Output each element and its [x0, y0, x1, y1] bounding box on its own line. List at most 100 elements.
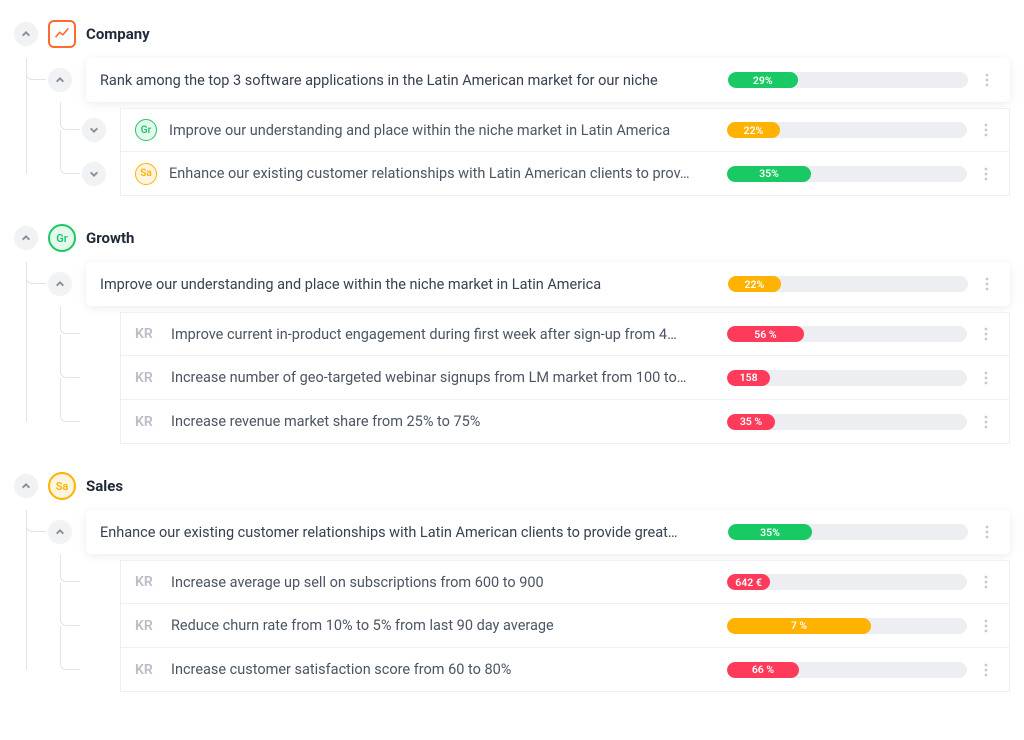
row-title: Improve our understanding and place with…	[100, 276, 716, 293]
row-title: Enhance our existing customer relationsh…	[100, 524, 716, 541]
team-icon-sales: Sa	[48, 472, 76, 500]
objective-row[interactable]: SaEnhance our existing customer relation…	[14, 152, 1010, 196]
objective-row[interactable]: Gr Improve our understanding and place wi…	[14, 108, 1010, 152]
row-collapse-button[interactable]	[48, 272, 72, 296]
row-title: Rank among the top 3 software applicatio…	[100, 72, 716, 89]
kr-label: KR	[135, 370, 159, 386]
progress-bar[interactable]: 158	[727, 370, 967, 386]
section-collapse-button[interactable]	[14, 22, 38, 46]
team-badge: Gr	[135, 119, 157, 141]
progress-bar[interactable]: 29%	[728, 72, 968, 88]
kr-row[interactable]: KRImprove current in-product engagement …	[14, 312, 1010, 356]
section-header: SaSales	[14, 472, 1010, 500]
progress-fill: 7 %	[727, 618, 871, 634]
section-header: Company	[14, 20, 1010, 48]
row-title: Improve current in-product engagement du…	[171, 326, 715, 343]
section-growth: Gr Growth Improve our understanding and pl…	[14, 224, 1010, 444]
row-collapse-button[interactable]	[48, 68, 72, 92]
section-collapse-button[interactable]	[14, 226, 38, 250]
progress-bar[interactable]: 642 €	[727, 574, 967, 590]
progress-area: 22%	[727, 122, 995, 138]
elbow-line	[60, 378, 80, 422]
kr-row[interactable]: KR Increase number of geo-targeted webina…	[14, 356, 1010, 400]
progress-fill: 158	[727, 370, 770, 386]
row-content: KR Increase number of geo-targeted webina…	[120, 356, 1010, 400]
progress-area: 22%	[728, 276, 996, 292]
more-menu-button[interactable]	[977, 619, 995, 633]
kr-row[interactable]: KRIncrease customer satisfaction score f…	[14, 648, 1010, 692]
row-title: Increase number of geo-targeted webinar …	[171, 369, 715, 386]
row-title: Increase revenue market share from 25% t…	[171, 413, 715, 430]
progress-bar[interactable]: 22%	[727, 122, 967, 138]
kr-label: KR	[135, 414, 159, 430]
section-collapse-button[interactable]	[14, 474, 38, 498]
progress-area: 35 %	[727, 414, 995, 430]
progress-fill: 35 %	[727, 414, 775, 430]
progress-area: 35%	[728, 524, 996, 540]
more-menu-button[interactable]	[977, 371, 995, 385]
elbow-line	[26, 58, 46, 80]
section-sales: SaSales Enhance our existing customer rel…	[14, 472, 1010, 692]
progress-fill: 35%	[727, 166, 811, 182]
kr-row[interactable]: KR Increase revenue market share from 25%…	[14, 400, 1010, 444]
more-menu-button[interactable]	[977, 167, 995, 181]
tree-connector	[14, 58, 76, 102]
progress-bar[interactable]: 35%	[727, 166, 967, 182]
rows-container: Enhance our existing customer relationsh…	[14, 510, 1010, 692]
row-content: KRReduce churn rate from 10% to 5% from …	[120, 604, 1010, 648]
progress-bar[interactable]: 35%	[728, 524, 968, 540]
tree-connector	[14, 152, 110, 196]
more-menu-button[interactable]	[978, 73, 996, 87]
progress-area: 29%	[728, 72, 996, 88]
progress-fill: 66 %	[727, 662, 799, 678]
row-collapse-button[interactable]	[82, 118, 106, 142]
progress-bar[interactable]: 35 %	[727, 414, 967, 430]
more-menu-button[interactable]	[977, 663, 995, 677]
progress-fill: 29%	[728, 72, 798, 88]
more-menu-button[interactable]	[977, 327, 995, 341]
progress-bar[interactable]: 7 %	[727, 618, 967, 634]
row-title: Enhance our existing customer relationsh…	[169, 165, 715, 182]
kr-row[interactable]: KR Increase average up sell on subscripti…	[14, 560, 1010, 604]
elbow-line	[60, 554, 80, 582]
section-title: Growth	[86, 229, 134, 247]
objective-row[interactable]: Improve our understanding and place with…	[14, 262, 1010, 306]
elbow-line	[60, 334, 80, 378]
row-collapse-button[interactable]	[48, 520, 72, 544]
elbow-line	[60, 626, 80, 670]
progress-bar[interactable]: 22%	[728, 276, 968, 292]
row-content: Enhance our existing customer relationsh…	[86, 510, 1010, 554]
kr-label: KR	[135, 618, 159, 634]
rows-container: Rank among the top 3 software applicatio…	[14, 58, 1010, 196]
more-menu-button[interactable]	[978, 525, 996, 539]
row-content: KR Increase average up sell on subscripti…	[120, 560, 1010, 604]
elbow-line	[60, 130, 80, 174]
progress-area: 642 €	[727, 574, 995, 590]
elbow-line	[26, 262, 46, 284]
more-menu-button[interactable]	[977, 415, 995, 429]
progress-bar[interactable]: 66 %	[727, 662, 967, 678]
team-icon-growth: Gr	[48, 224, 76, 252]
row-content: Gr Improve our understanding and place wi…	[120, 108, 1010, 152]
more-menu-button[interactable]	[977, 123, 995, 137]
row-collapse-button[interactable]	[82, 162, 106, 186]
more-menu-button[interactable]	[978, 277, 996, 291]
objective-row[interactable]: Rank among the top 3 software applicatio…	[14, 58, 1010, 102]
kr-row[interactable]: KRReduce churn rate from 10% to 5% from …	[14, 604, 1010, 648]
progress-area: 66 %	[727, 662, 995, 678]
elbow-line	[26, 510, 46, 532]
kr-label: KR	[135, 574, 159, 590]
row-title: Improve our understanding and place with…	[169, 122, 715, 139]
progress-bar[interactable]: 56 %	[727, 326, 967, 342]
row-title: Increase customer satisfaction score fro…	[171, 661, 715, 678]
progress-area: 56 %	[727, 326, 995, 342]
progress-area: 7 %	[727, 618, 995, 634]
progress-area: 158	[727, 370, 995, 386]
progress-area: 35%	[727, 166, 995, 182]
row-content: KRIncrease customer satisfaction score f…	[120, 648, 1010, 692]
row-title: Increase average up sell on subscription…	[171, 574, 715, 591]
section-company: Company Rank among the top 3 software app…	[14, 20, 1010, 196]
tree-connector	[14, 648, 110, 692]
more-menu-button[interactable]	[977, 575, 995, 589]
objective-row[interactable]: Enhance our existing customer relationsh…	[14, 510, 1010, 554]
